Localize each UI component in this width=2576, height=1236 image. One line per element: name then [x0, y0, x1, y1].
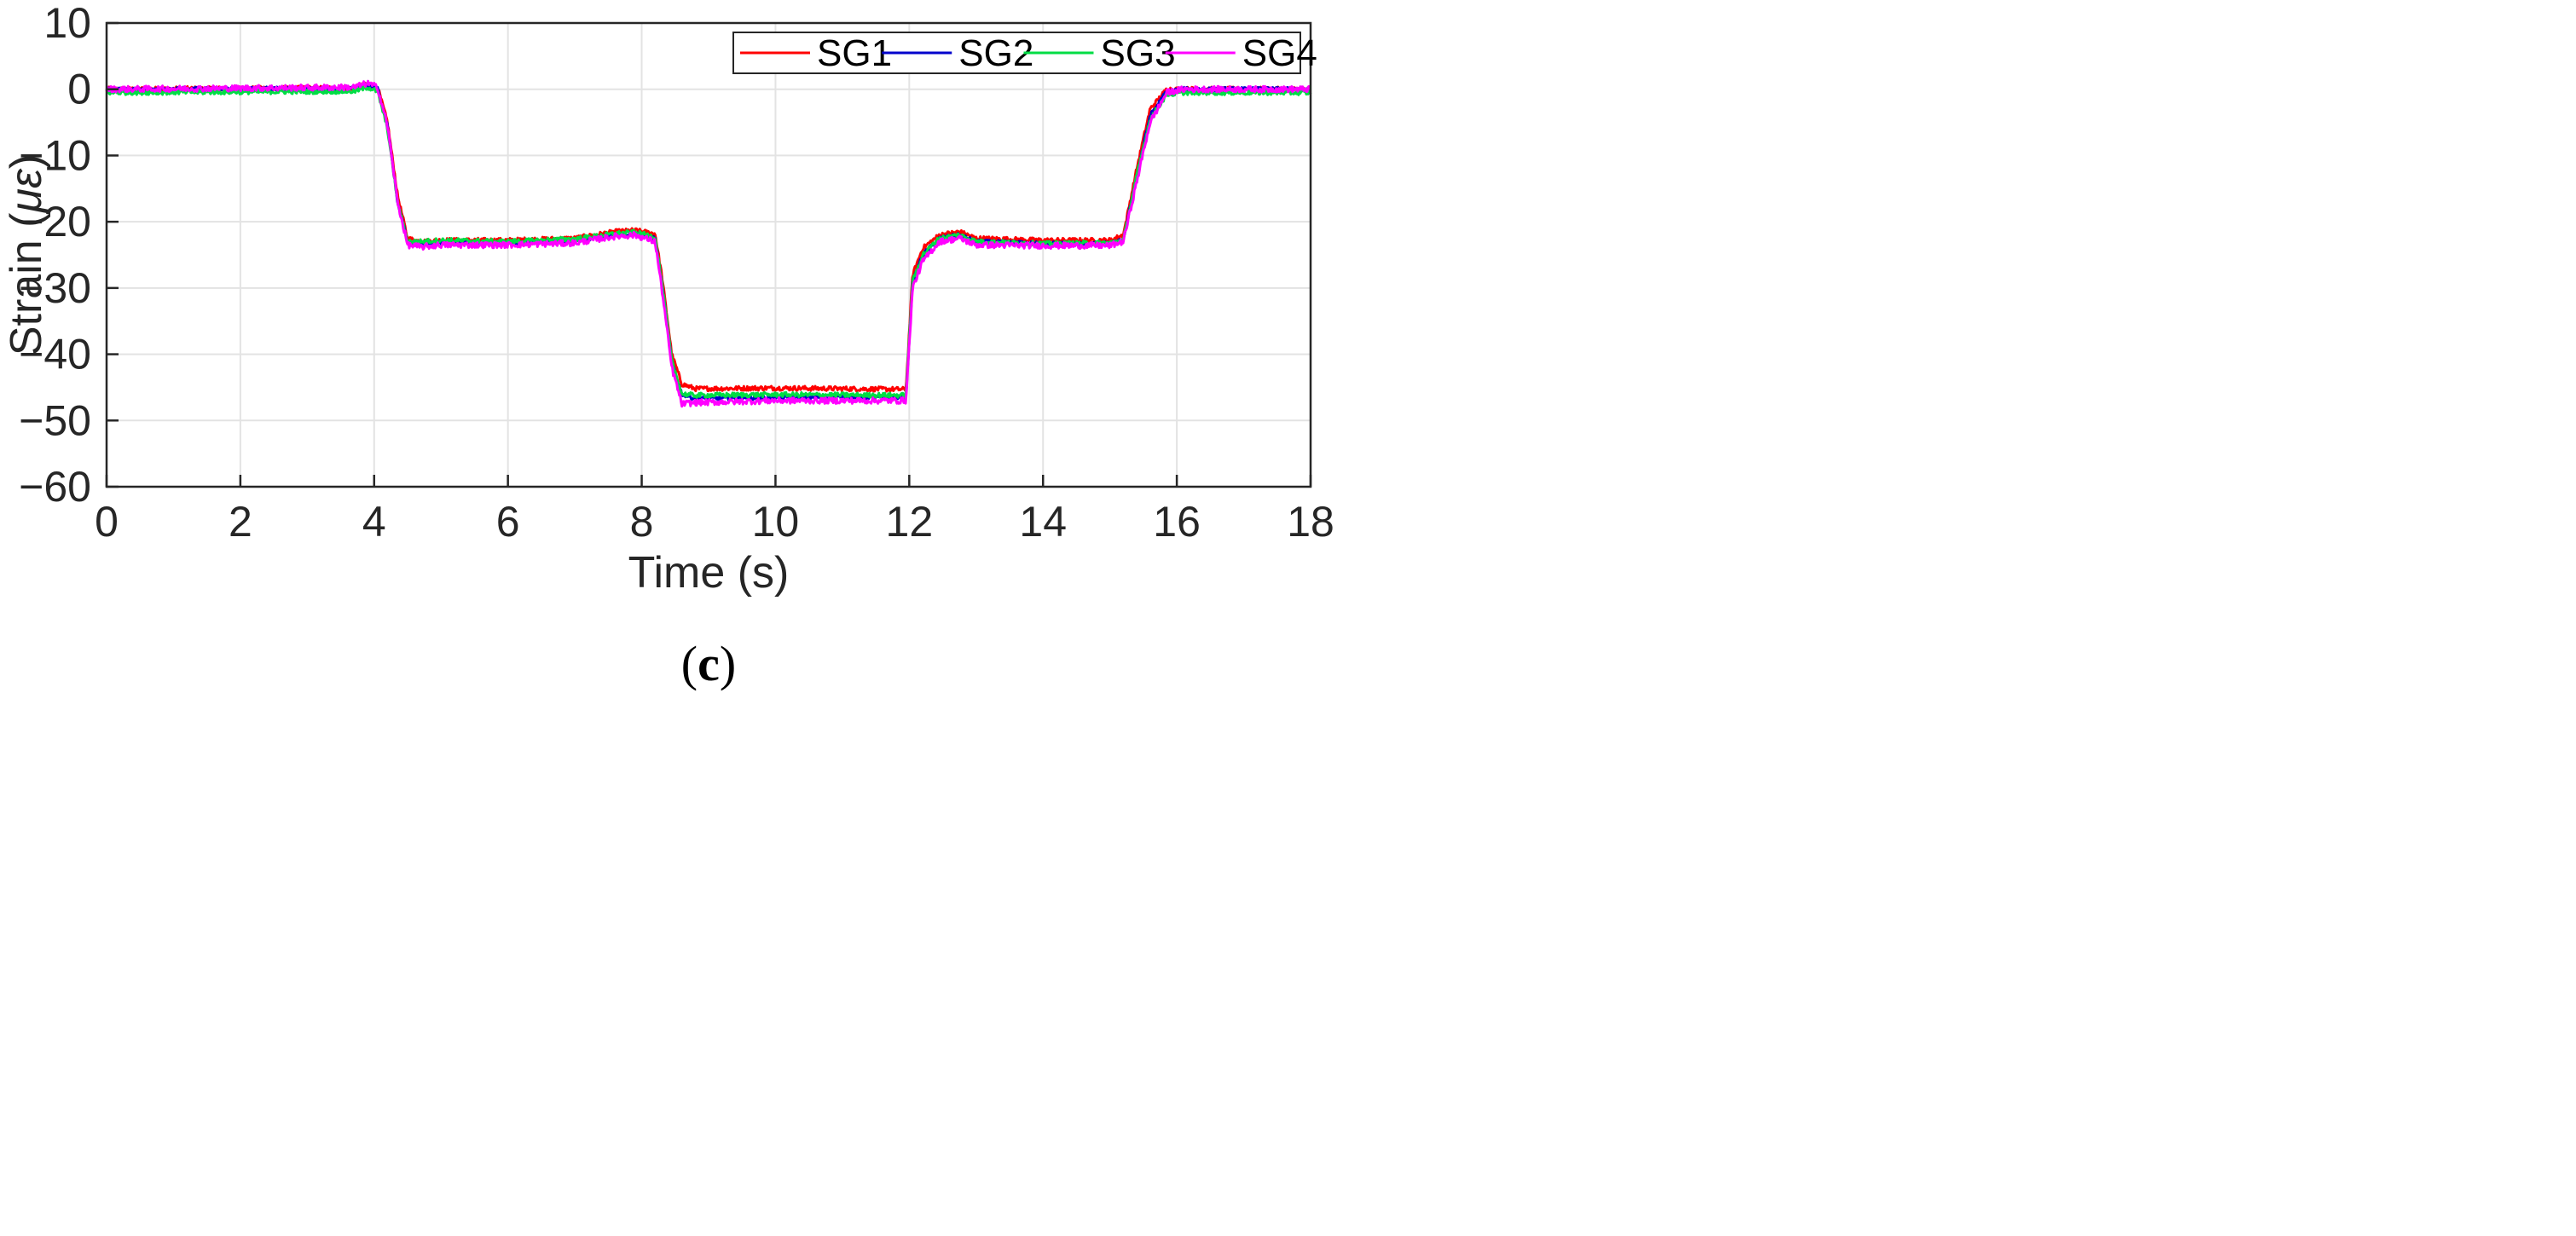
x-axis-label: Time (s) [628, 548, 790, 598]
axis-ticks: 0 2 4 6 8 10 12 14 16 18 10 0 −10 −20 −30 −40 −50 −60 [19, 0, 1334, 546]
legend-label-sg4: SG4 [1242, 32, 1317, 74]
y-axis-label: Strain (με) [2, 154, 51, 355]
y-tick-label: −30 [19, 264, 91, 312]
figure-caption: (c) [681, 636, 736, 691]
caption-open-paren: ( [681, 636, 698, 691]
legend-label-sg2: SG2 [958, 32, 1033, 74]
y-tick-label: −60 [19, 463, 91, 511]
y-tick-label: −20 [19, 198, 91, 245]
x-tick-label: 14 [1019, 498, 1067, 546]
x-tick-label: 8 [630, 498, 654, 546]
y-tick-label: −50 [19, 396, 91, 444]
y-axis-label-prefix: Strain ( [2, 212, 51, 355]
y-axis-label-suffix: ) [2, 154, 51, 169]
legend: SG1 SG2 SG3 SG4 [732, 32, 1317, 74]
series-layer [105, 79, 1312, 408]
plot-frame [105, 21, 1312, 488]
x-tick-label: 0 [95, 498, 119, 546]
y-axis-label-symbol: με [2, 168, 51, 214]
x-tick-label: 6 [496, 498, 520, 546]
legend-label-sg1: SG1 [817, 32, 892, 74]
caption-letter: c [698, 636, 720, 691]
x-tick-label: 4 [362, 498, 386, 546]
y-tick-label: 10 [43, 0, 91, 47]
y-tick-label: −10 [19, 131, 91, 179]
series-line-sg4 [105, 79, 1311, 408]
y-tick-label: 0 [67, 66, 91, 113]
x-tick-label: 2 [229, 498, 252, 546]
y-tick-label: −40 [19, 331, 91, 378]
x-tick-label: 16 [1153, 498, 1201, 546]
caption-close-paren: ) [720, 636, 736, 691]
legend-label-sg3: SG3 [1101, 32, 1176, 74]
x-tick-label: 10 [752, 498, 800, 546]
x-tick-label: 18 [1287, 498, 1334, 546]
x-tick-label: 12 [886, 498, 934, 546]
